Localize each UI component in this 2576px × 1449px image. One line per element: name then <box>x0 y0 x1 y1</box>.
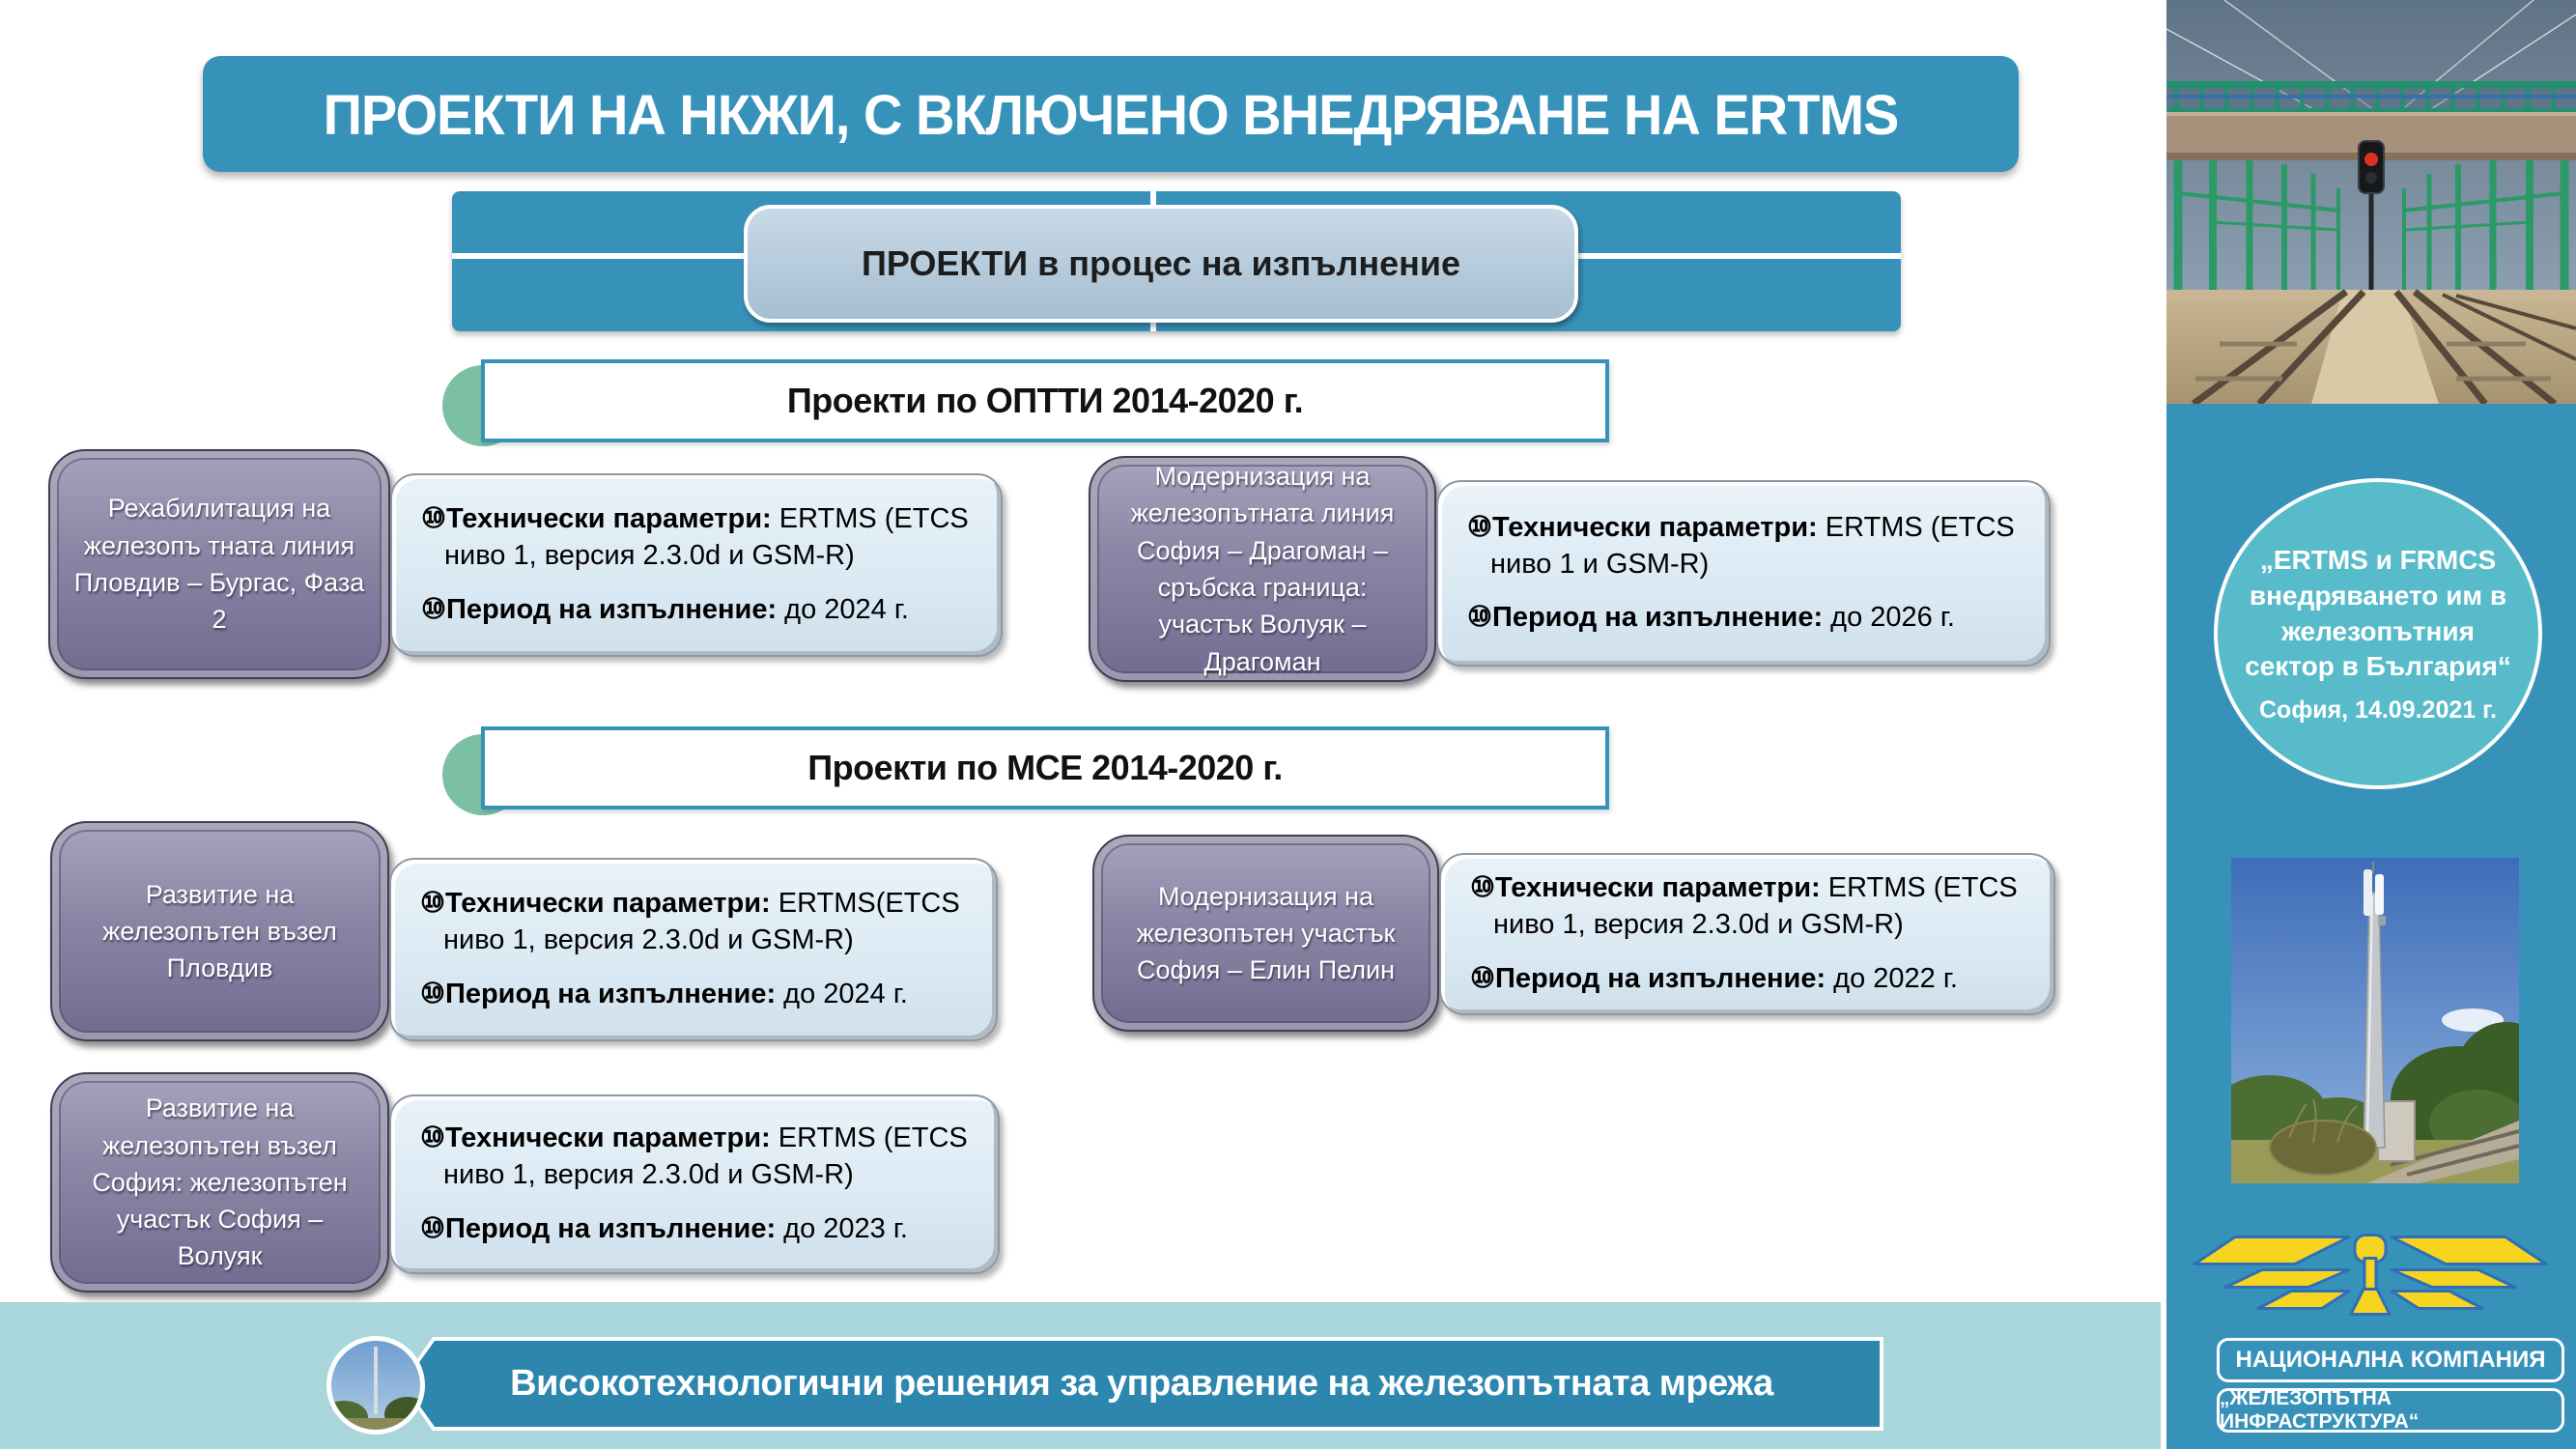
tech-parameters-line: ⑩Технически параметри: ERTMS (ETCS ниво … <box>420 1122 968 1191</box>
railway-tracks-photo <box>2166 0 2576 404</box>
project-details-sofia-voluyak: ⑩Технически параметри: ERTMS (ETCS ниво … <box>389 1094 1000 1274</box>
project-details-plovdiv-node: ⑩Технически параметри: ERTMS(ETCS ниво 1… <box>389 858 998 1041</box>
period-line: ⑩Период на изпълнение: до 2022 г. <box>1470 962 1958 994</box>
project-name: Рехабилитация на железопъ тната линия Пл… <box>73 494 365 635</box>
footer-banner: Високотехнологични решения за управление… <box>404 1341 1880 1427</box>
company-line-2: „ЖЕЛЕЗОПЪТНА ИНФРАСТРУКТУРА“ <box>2220 1387 2420 1433</box>
footer-banner-outline: Високотехнологични решения за управление… <box>400 1337 1883 1431</box>
section-optti-header: Проекти по ОПТТИ 2014-2020 г. <box>481 359 1609 442</box>
project-box-sofia-voluyak: Развитие на железопътен възел София: жел… <box>50 1072 389 1293</box>
period-line: ⑩Период на изпълнение: до 2023 г. <box>420 1212 908 1244</box>
tech-parameters-line: ⑩Технически параметри: ERTMS(ETCS ниво 1… <box>420 888 960 956</box>
project-name: Развитие на железопътен възел София: жел… <box>92 1094 348 1271</box>
footer-slogan: Високотехнологични решения за управление… <box>510 1363 1773 1404</box>
bullet-icon: ⑩ <box>420 1122 445 1154</box>
bullet-icon: ⑩ <box>1467 602 1492 634</box>
ground-shape <box>331 1418 420 1430</box>
project-name: Модернизация на железопътната линия Софи… <box>1130 462 1395 676</box>
event-date: София, 14.09.2021 г. <box>2259 696 2497 724</box>
bullet-icon: ⑩ <box>1470 962 1495 994</box>
tech-parameters-line: ⑩Технически параметри: ERTMS (ETCS ниво … <box>1467 511 2015 580</box>
period-line: ⑩Период на изпълнение: до 2024 г. <box>421 593 909 625</box>
company-name-box-1: НАЦИОНАЛНА КОМПАНИЯ <box>2217 1338 2564 1382</box>
project-box-plovdiv-burgas: Рехабилитация на железопъ тната линия Пл… <box>48 449 390 679</box>
process-banner: ПРОЕКТИ в процес на изпълнение <box>744 205 1578 323</box>
gsm-r-mast-photo <box>2231 858 2519 1183</box>
project-name: Модернизация на железопътен участък Софи… <box>1136 881 1396 985</box>
period-line: ⑩Период на изпълнение: до 2026 г. <box>1467 602 1955 634</box>
project-box-plovdiv-node: Развитие на железопътен възел Пловдив <box>50 821 389 1041</box>
section-mce-header: Проекти по МСЕ 2014-2020 г. <box>481 726 1609 810</box>
project-details-sofia-elin-pelin: ⑩Технически параметри: ERTMS (ETCS ниво … <box>1439 853 2055 1015</box>
company-line-1: НАЦИОНАЛНА КОМПАНИЯ <box>2235 1347 2546 1373</box>
project-name: Развитие на железопътен възел Пловдив <box>102 879 337 983</box>
slide-title-banner: ПРОЕКТИ НА НКЖИ, С ВКЛЮЧЕНО ВНЕДРЯВАНЕ Н… <box>203 56 2019 172</box>
bullet-icon: ⑩ <box>421 503 446 535</box>
antenna-mast-shape <box>374 1347 378 1414</box>
bullet-icon: ⑩ <box>421 593 446 625</box>
period-line: ⑩Период на изпълнение: до 2024 г. <box>420 978 908 1009</box>
project-details-sofia-dragoman: ⑩Технически параметри: ERTMS (ETCS ниво … <box>1436 480 2051 667</box>
bullet-icon: ⑩ <box>420 1212 445 1244</box>
company-name-box-2: „ЖЕЛЕЗОПЪТНА ИНФРАСТРУКТУРА“ <box>2217 1387 2564 1433</box>
mast-photo-icon <box>326 1336 425 1435</box>
event-title: „ERTMS и FRMCS внедряването им в железоп… <box>2245 544 2511 682</box>
project-box-sofia-elin-pelin: Модернизация на железопътен участък Софи… <box>1092 835 1439 1032</box>
tech-parameters-line: ⑩Технически параметри: ERTMS (ETCS ниво … <box>421 503 969 572</box>
section-mce-label: Проекти по МСЕ 2014-2020 г. <box>807 748 1283 787</box>
process-banner-label: ПРОЕКТИ в процес на изпълнение <box>861 243 1461 283</box>
bullet-icon: ⑩ <box>420 888 445 920</box>
bullet-icon: ⑩ <box>1470 872 1495 904</box>
section-optti-label: Проекти по ОПТТИ 2014-2020 г. <box>786 381 1304 420</box>
project-details-plovdiv-burgas: ⑩Технически параметри: ERTMS (ETCS ниво … <box>390 473 1003 657</box>
event-title-circle: „ERTMS и FRMCS внедряването им в железоп… <box>2214 478 2542 789</box>
project-box-sofia-dragoman: Модернизация на железопътната линия Софи… <box>1089 456 1436 682</box>
railway-wings-logo <box>2193 1234 2548 1316</box>
bullet-icon: ⑩ <box>1467 511 1492 543</box>
bullet-icon: ⑩ <box>420 978 445 1009</box>
slide-title: ПРОЕКТИ НА НКЖИ, С ВКЛЮЧЕНО ВНЕДРЯВАНЕ Н… <box>323 81 1900 147</box>
tech-parameters-line: ⑩Технически параметри: ERTMS (ETCS ниво … <box>1470 872 2018 941</box>
